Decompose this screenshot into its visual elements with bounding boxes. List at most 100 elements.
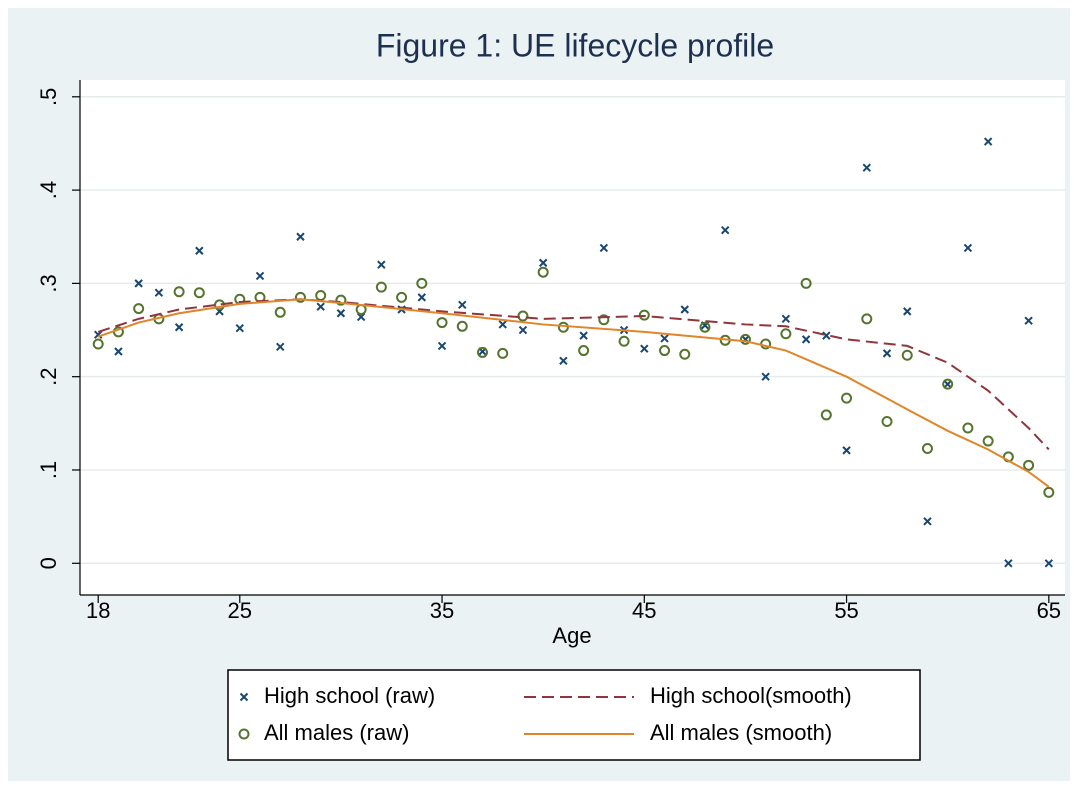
x-axis-label: Age (552, 623, 591, 648)
point (498, 320, 507, 329)
point (761, 372, 770, 381)
y-tick-label: .5 (36, 88, 61, 106)
point (943, 379, 952, 389)
x-tick-label: 45 (632, 598, 656, 623)
point (436, 317, 448, 329)
point (1043, 486, 1055, 498)
point (134, 279, 143, 288)
y-tick-label: .4 (36, 181, 61, 199)
point (437, 341, 447, 351)
point (377, 260, 386, 269)
point (476, 346, 488, 358)
point (559, 356, 568, 366)
point (335, 294, 347, 306)
point (458, 300, 467, 310)
point (537, 266, 549, 278)
point (1004, 559, 1013, 568)
line (97, 298, 1050, 451)
plot-area (80, 80, 1065, 595)
legend-label: High school (raw) (264, 683, 435, 708)
point (154, 288, 164, 297)
point (518, 325, 528, 335)
point (193, 287, 205, 299)
point (195, 246, 204, 255)
legend-label: All males (raw) (264, 720, 409, 745)
point (1044, 559, 1054, 568)
y-tick-label: 0 (36, 557, 61, 569)
x-tick-label: 55 (834, 598, 858, 623)
point (680, 305, 689, 314)
point (274, 306, 286, 318)
point (93, 330, 103, 339)
point (921, 443, 933, 455)
point (497, 347, 509, 359)
x-tick-label: 25 (228, 598, 252, 623)
point (962, 422, 974, 434)
point (174, 323, 184, 332)
point (801, 335, 811, 344)
point (276, 342, 285, 352)
point (235, 323, 244, 333)
point (862, 163, 871, 172)
line (97, 298, 1050, 488)
legend-label: All males (smooth) (650, 720, 832, 745)
y-tick-label: .3 (36, 274, 61, 292)
point (417, 293, 427, 302)
point (923, 517, 932, 526)
point (416, 277, 428, 289)
point (679, 348, 691, 360)
point (356, 312, 366, 322)
legend (227, 669, 921, 761)
point (599, 243, 609, 253)
point (901, 349, 913, 361)
point (296, 232, 305, 241)
point (903, 307, 912, 316)
point (841, 392, 853, 404)
point (1023, 459, 1035, 471)
point (963, 243, 973, 253)
point (640, 344, 649, 353)
point (983, 137, 993, 146)
point (618, 335, 630, 347)
chart-title: Figure 1: UE lifecycle profile (376, 27, 774, 63)
point (316, 302, 325, 311)
point (336, 309, 346, 318)
point (173, 286, 185, 298)
point (92, 338, 104, 350)
point (396, 291, 408, 303)
point (739, 333, 751, 345)
point (942, 378, 954, 390)
point (781, 314, 791, 324)
legend-marker (239, 692, 249, 702)
point (800, 277, 812, 289)
point (638, 309, 650, 321)
point (780, 328, 792, 340)
point (861, 313, 873, 325)
point (982, 435, 994, 447)
point (842, 446, 851, 455)
point (538, 258, 548, 268)
point (578, 345, 590, 357)
point (255, 271, 265, 281)
point (699, 321, 711, 333)
point (1024, 316, 1033, 325)
legend-label: High school(smooth) (650, 683, 852, 708)
point (114, 347, 123, 356)
point (659, 345, 671, 357)
point (456, 320, 468, 332)
x-tick-label: 65 (1037, 598, 1061, 623)
legend-marker (238, 728, 250, 740)
point (820, 409, 832, 421)
point (294, 291, 306, 303)
point (882, 349, 892, 358)
point (579, 331, 588, 340)
point (881, 415, 893, 427)
point (822, 331, 831, 340)
point (375, 281, 387, 293)
point (133, 303, 145, 315)
point (660, 334, 669, 343)
point (598, 314, 610, 326)
x-tick-label: 35 (430, 598, 454, 623)
y-tick-label: .2 (36, 368, 61, 386)
